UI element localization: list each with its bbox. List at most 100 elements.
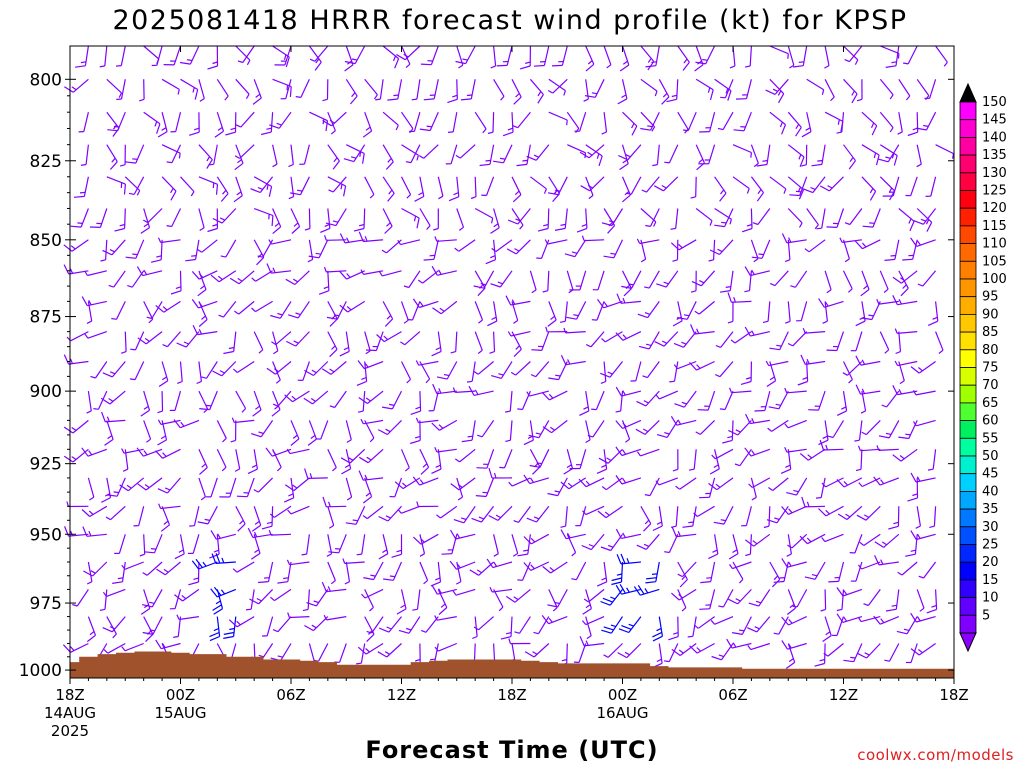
y-tick-label: 850 bbox=[30, 231, 62, 251]
wind-barb bbox=[235, 78, 250, 100]
wind-barb bbox=[512, 111, 531, 129]
wind-barb bbox=[158, 361, 169, 387]
wind-barb bbox=[784, 301, 791, 324]
wind-barb bbox=[143, 301, 154, 324]
wind-barb bbox=[102, 239, 126, 256]
wind-barb bbox=[708, 534, 719, 560]
wind-barb bbox=[898, 78, 911, 101]
wind-barb bbox=[142, 561, 163, 576]
wind-barb bbox=[447, 79, 458, 104]
wind-barb bbox=[101, 477, 112, 503]
wind-barb bbox=[434, 615, 457, 621]
colorbar-segment bbox=[959, 508, 977, 528]
wind-barb bbox=[441, 534, 458, 555]
y-tick-label: 900 bbox=[30, 382, 62, 402]
wind-barb bbox=[929, 506, 937, 528]
wind-barb bbox=[898, 420, 918, 440]
wind-barb bbox=[453, 505, 476, 524]
wind-barb bbox=[431, 331, 442, 357]
wind-barb bbox=[836, 112, 845, 134]
wind-barb bbox=[615, 583, 642, 595]
wind-barb bbox=[151, 45, 163, 67]
wind-barb bbox=[630, 361, 642, 382]
wind-barb bbox=[566, 534, 577, 557]
wind-barb bbox=[75, 45, 89, 68]
wind-barb bbox=[468, 385, 494, 396]
wind-barb bbox=[415, 417, 439, 424]
wind-barb bbox=[474, 111, 487, 134]
wind-barb bbox=[83, 561, 108, 577]
wind-barb bbox=[507, 208, 531, 225]
wind-barb bbox=[514, 616, 531, 634]
wind-barb bbox=[656, 270, 679, 288]
wind-barb bbox=[290, 176, 310, 196]
wind-barb bbox=[466, 361, 476, 383]
wind-barb bbox=[655, 477, 679, 486]
wind-barb bbox=[727, 301, 734, 324]
wind-barb bbox=[918, 561, 937, 579]
wind-barb bbox=[63, 354, 89, 365]
wind-barb bbox=[78, 112, 89, 133]
colorbar-segment bbox=[959, 544, 977, 563]
colorbar-segment bbox=[959, 384, 977, 404]
wind-barb bbox=[490, 45, 497, 69]
wind-barb bbox=[600, 361, 623, 378]
wind-barb bbox=[253, 207, 274, 227]
wind-barb bbox=[419, 208, 431, 230]
wind-barb bbox=[397, 505, 421, 514]
wind-barb bbox=[658, 79, 670, 105]
wind-barb bbox=[655, 390, 679, 400]
wind-barb bbox=[327, 506, 335, 529]
wind-barb bbox=[436, 361, 458, 380]
wind-barb bbox=[216, 78, 229, 101]
wind-barb bbox=[323, 614, 347, 621]
wind-barb bbox=[456, 561, 462, 585]
wind-barb bbox=[710, 616, 734, 625]
colorbar-segment bbox=[959, 367, 977, 386]
wind-barb bbox=[652, 616, 663, 642]
wind-barb bbox=[313, 643, 329, 662]
wind-barb bbox=[523, 533, 550, 545]
wind-barb bbox=[818, 420, 829, 446]
wind-barb bbox=[744, 45, 752, 68]
wind-barb bbox=[269, 505, 292, 518]
wind-barb bbox=[418, 144, 439, 159]
x-tick-label: 06Z bbox=[276, 686, 305, 704]
wind-barb bbox=[526, 390, 549, 397]
wind-barb bbox=[791, 589, 808, 608]
wind-barb bbox=[698, 144, 716, 165]
wind-barb bbox=[327, 176, 347, 197]
wind-barb bbox=[143, 111, 161, 134]
x-axis-label: Forecast Time (UTC) bbox=[365, 736, 658, 764]
wind-barb bbox=[397, 239, 421, 246]
colorbar-label: 5 bbox=[982, 608, 990, 623]
wind-barb bbox=[86, 561, 93, 585]
wind-barb bbox=[910, 530, 936, 541]
colorbar-label: 70 bbox=[982, 378, 999, 393]
wind-barb bbox=[320, 208, 331, 233]
wind-barb bbox=[284, 390, 310, 403]
wind-barb bbox=[70, 208, 89, 228]
wind-barb bbox=[366, 616, 384, 634]
wind-barb bbox=[163, 45, 182, 66]
wind-barb bbox=[569, 449, 587, 470]
wind-barb bbox=[86, 301, 93, 324]
wind-barb bbox=[400, 301, 409, 324]
wind-barb bbox=[431, 584, 457, 595]
wind-barb bbox=[674, 390, 697, 408]
wind-barb bbox=[304, 361, 329, 377]
colorbar-segment bbox=[959, 296, 977, 315]
wind-barb bbox=[695, 45, 716, 65]
wind-barb bbox=[581, 616, 605, 626]
wind-barb bbox=[597, 505, 623, 519]
wind-barb bbox=[547, 301, 557, 327]
wind-barb bbox=[879, 78, 894, 100]
wind-barb bbox=[905, 643, 918, 664]
wind-barb bbox=[322, 111, 347, 127]
wind-barb bbox=[212, 208, 237, 224]
colorbar-segment bbox=[959, 597, 977, 616]
wind-barb bbox=[106, 477, 126, 497]
wind-barb bbox=[356, 361, 368, 386]
wind-barb bbox=[63, 448, 89, 463]
colorbar-segment bbox=[959, 473, 977, 492]
